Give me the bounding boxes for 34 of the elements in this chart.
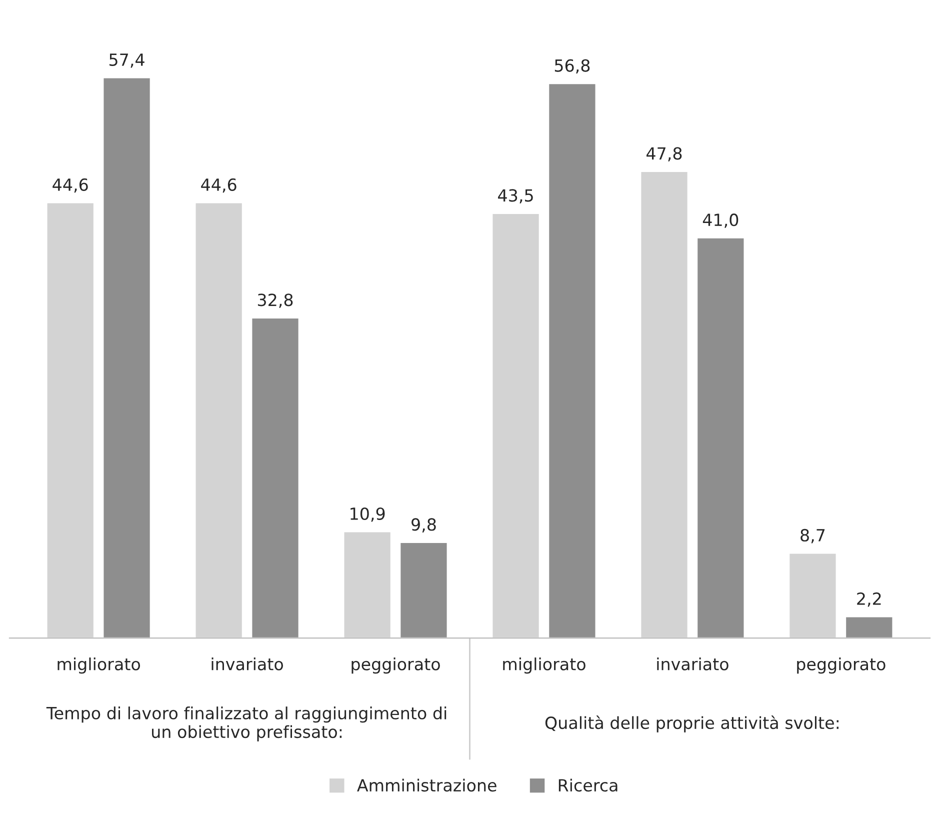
bar: [491, 212, 540, 638]
x-tick-label: invariato: [212, 657, 283, 670]
data-label: 2,2: [857, 592, 881, 607]
bar: [250, 317, 300, 638]
bar: [640, 170, 689, 638]
data-label: 10,9: [350, 507, 385, 522]
legend-label: Ricerca: [558, 778, 618, 792]
data-label: 32,8: [258, 294, 293, 308]
bar: [548, 82, 597, 638]
bar: [399, 542, 448, 638]
data-label: 9,8: [412, 518, 436, 532]
data-label: 44,6: [201, 178, 236, 193]
data-label: 41,0: [702, 214, 738, 228]
data-label: 57,4: [110, 54, 144, 68]
bar: [46, 202, 95, 638]
x-tick-label: migliorato: [58, 657, 140, 674]
data-label: 47,8: [646, 147, 682, 162]
data-label: 43,5: [498, 189, 533, 204]
bar: [194, 202, 244, 638]
bar: [102, 76, 152, 638]
x-tick-label: invariato: [657, 657, 728, 670]
x-tick-label: migliorato: [503, 657, 586, 674]
text: Qualità delle proprie attività svolte:: [545, 716, 838, 732]
bar: [844, 616, 894, 638]
legend-label: Amministrazione: [357, 778, 496, 792]
x-tick-label: peggiorato: [352, 657, 440, 674]
data-label: 8,7: [800, 528, 825, 544]
text: Tempo di lavoro finalizzato al raggiungimento di un obiettivo prefissato:: [46, 706, 446, 742]
bar: [342, 530, 392, 638]
data-label: 56,8: [554, 59, 590, 74]
x-tick-label: peggiorato: [797, 657, 886, 674]
data-label: 44,6: [52, 178, 88, 193]
bar: [696, 237, 746, 638]
bar: [788, 552, 838, 638]
